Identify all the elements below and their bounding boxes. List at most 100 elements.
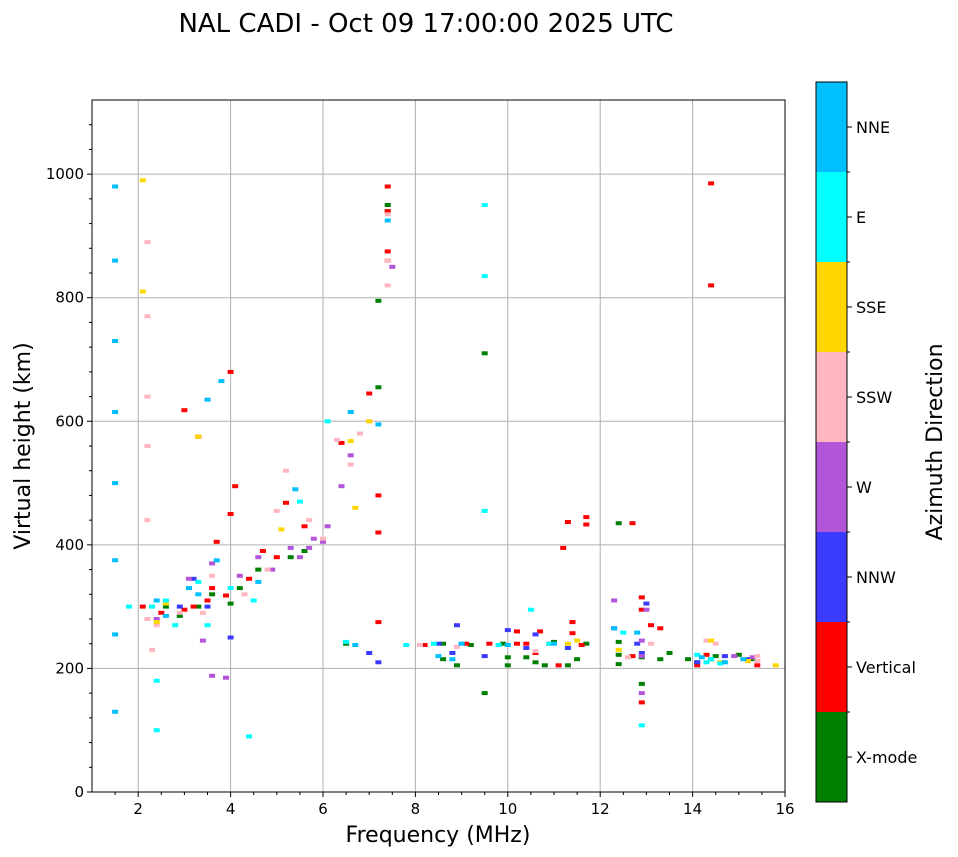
point-x-mode bbox=[504, 663, 511, 668]
point-vertical bbox=[375, 493, 382, 498]
x-tick-label: 6 bbox=[318, 800, 328, 818]
point-ssw bbox=[532, 649, 539, 654]
point-vertical bbox=[181, 607, 188, 612]
point-x-mode bbox=[564, 663, 571, 668]
point-x-mode bbox=[301, 549, 308, 553]
point-x-mode bbox=[685, 657, 691, 662]
point-vertical bbox=[181, 408, 188, 413]
point-vertical bbox=[158, 610, 165, 615]
point-e bbox=[227, 586, 234, 591]
point-sse bbox=[708, 638, 715, 643]
point-vertical bbox=[246, 576, 253, 581]
point-nnw bbox=[643, 601, 650, 606]
x-tick-label: 4 bbox=[226, 800, 236, 818]
point-ssw bbox=[273, 508, 280, 513]
point-e bbox=[324, 419, 331, 424]
point-x-mode bbox=[615, 521, 622, 526]
colorbar-tick-label: W bbox=[856, 478, 872, 497]
y-axis-ticks: 0 200 400 600 800 1000 bbox=[46, 124, 92, 801]
point-ssw bbox=[712, 641, 719, 646]
point-sse bbox=[745, 659, 751, 663]
point-w bbox=[306, 545, 313, 550]
point-vertical bbox=[708, 283, 715, 288]
point-ssw bbox=[417, 643, 423, 647]
point-w bbox=[638, 654, 645, 659]
point-sse bbox=[564, 641, 571, 646]
point-w bbox=[749, 655, 756, 660]
point-sse bbox=[195, 434, 202, 439]
point-vertical bbox=[514, 629, 520, 634]
point-nne bbox=[352, 643, 359, 647]
point-w bbox=[638, 638, 645, 643]
point-vertical bbox=[283, 500, 289, 505]
point-nne bbox=[721, 660, 728, 665]
chart-title: NAL CADI - Oct 09 17:00:00 2025 UTC bbox=[178, 9, 673, 39]
point-vertical bbox=[384, 184, 391, 189]
point-ssw bbox=[283, 468, 289, 473]
point-x-mode bbox=[481, 691, 488, 696]
point-vertical bbox=[366, 391, 373, 396]
point-x-mode bbox=[523, 655, 530, 660]
point-nne bbox=[449, 657, 456, 662]
point-vertical bbox=[555, 663, 562, 668]
y-tick-label: 1000 bbox=[46, 165, 84, 183]
point-nnw bbox=[449, 651, 456, 655]
point-nne bbox=[504, 643, 511, 647]
point-nnw bbox=[204, 604, 211, 609]
point-sse bbox=[162, 601, 169, 606]
point-e bbox=[481, 274, 488, 279]
point-sse bbox=[366, 419, 373, 424]
point-vertical bbox=[657, 626, 664, 631]
point-e bbox=[481, 203, 488, 207]
y-tick-label: 600 bbox=[55, 412, 84, 430]
point-x-mode bbox=[712, 654, 719, 659]
point-nne bbox=[153, 598, 160, 603]
point-x-mode bbox=[209, 592, 216, 597]
point-nne bbox=[218, 379, 225, 384]
point-ssw bbox=[384, 212, 391, 217]
point-nne bbox=[112, 558, 119, 563]
point-w bbox=[209, 561, 216, 566]
point-w bbox=[643, 607, 650, 612]
point-nne bbox=[347, 410, 354, 414]
y-tick-label: 200 bbox=[55, 659, 84, 677]
point-ssw bbox=[144, 617, 151, 621]
point-nne bbox=[375, 422, 382, 427]
point-vertical bbox=[139, 604, 146, 609]
point-vertical bbox=[629, 654, 636, 659]
point-w bbox=[310, 536, 317, 541]
point-sse bbox=[352, 505, 359, 510]
point-w bbox=[236, 573, 243, 578]
point-vertical bbox=[190, 604, 197, 609]
point-e bbox=[527, 607, 534, 612]
point-vertical bbox=[384, 249, 391, 254]
point-ssw bbox=[754, 659, 761, 663]
point-nnw bbox=[523, 646, 530, 650]
x-axis-label: Frequency (MHz) bbox=[346, 823, 531, 848]
point-w bbox=[338, 484, 345, 489]
point-ssw bbox=[703, 638, 710, 643]
point-e bbox=[162, 598, 169, 603]
point-e bbox=[403, 643, 410, 647]
point-w bbox=[209, 673, 216, 678]
point-x-mode bbox=[500, 641, 507, 646]
point-e bbox=[546, 641, 553, 646]
point-vertical bbox=[578, 643, 585, 647]
point-vertical bbox=[648, 623, 654, 628]
point-w bbox=[324, 524, 331, 529]
point-vertical bbox=[569, 620, 576, 625]
point-nne bbox=[611, 626, 618, 631]
point-x-mode bbox=[657, 657, 664, 662]
point-ssw bbox=[347, 462, 354, 467]
point-vertical bbox=[463, 641, 470, 646]
x-tick-label: 10 bbox=[498, 800, 517, 818]
point-e bbox=[481, 508, 488, 513]
point-vertical bbox=[537, 629, 544, 634]
y-axis-label: Virtual height (km) bbox=[11, 342, 36, 549]
point-x-mode bbox=[615, 662, 622, 667]
point-nnw bbox=[721, 654, 728, 659]
point-nne bbox=[112, 709, 119, 714]
point-e bbox=[153, 728, 160, 733]
point-nnw bbox=[532, 632, 539, 637]
point-nnw bbox=[176, 604, 183, 609]
